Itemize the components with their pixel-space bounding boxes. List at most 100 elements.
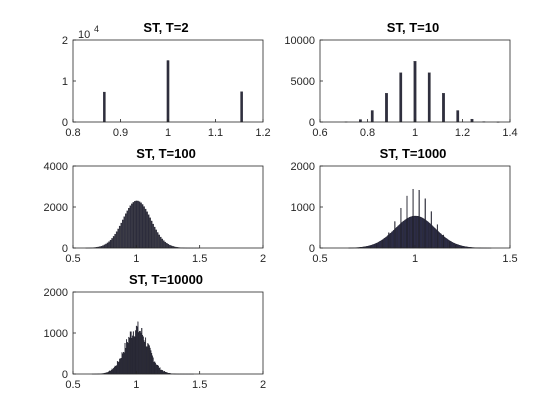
histogram-bar <box>138 331 140 375</box>
histogram-bar <box>423 218 425 249</box>
histogram-bar <box>113 368 115 375</box>
subplot-title: ST, T=2 <box>143 20 188 35</box>
histogram-bar <box>453 242 455 249</box>
histogram-bar <box>125 347 127 375</box>
histogram-bar <box>442 234 444 249</box>
histogram-bar <box>145 337 147 375</box>
histogram-bar <box>153 361 155 375</box>
histogram-bar <box>134 336 136 375</box>
bar <box>240 91 243 123</box>
axes-box <box>72 291 264 375</box>
histogram-bar <box>132 335 134 375</box>
histogram-bar <box>408 217 410 249</box>
histogram-bar <box>134 201 136 249</box>
histogram-bar <box>377 242 379 249</box>
histogram-bar <box>422 217 424 249</box>
histogram-bar <box>413 215 415 249</box>
x-tick-label: 1.2 <box>255 127 270 139</box>
histogram-bar <box>157 365 159 375</box>
x-tick-label: 1 <box>165 127 171 139</box>
histogram-bar <box>113 367 115 375</box>
histogram-bar <box>127 343 129 375</box>
histogram-bar <box>424 198 426 249</box>
histogram-bar <box>133 336 135 375</box>
bar <box>470 118 474 123</box>
histogram-bar <box>117 228 119 249</box>
histogram-bar <box>436 224 438 249</box>
histogram-bar <box>381 240 383 249</box>
x-tick-label: 1 <box>412 253 418 265</box>
histogram-bar <box>372 244 374 249</box>
histogram-bar <box>123 352 125 375</box>
y-tick-label: 0 <box>62 117 68 129</box>
histogram-bar <box>144 208 147 249</box>
bar-series <box>91 321 194 375</box>
histogram-bar <box>151 355 153 375</box>
x-tick-label: 1.4 <box>502 127 517 139</box>
histogram-bar <box>120 358 122 375</box>
x-tick-label: 1 <box>412 127 418 139</box>
x-tick-label: 2 <box>260 379 266 391</box>
histogram-bar <box>412 188 414 249</box>
histogram-bar <box>435 229 437 249</box>
histogram-bar <box>380 240 382 249</box>
histogram-bar <box>156 364 158 375</box>
histogram-bar <box>450 241 452 249</box>
x-tick-label: 0.6 <box>312 127 327 139</box>
y-exponent-power: 4 <box>94 24 99 34</box>
histogram-bar <box>109 370 111 375</box>
histogram-bar <box>445 238 447 249</box>
histogram-bar <box>135 330 137 375</box>
subplot-st-t2: ST, T=2 10 4 0.8 0.9 1 1.1 1.2 0 1 2 <box>62 20 271 139</box>
histogram-bar <box>152 223 154 249</box>
histogram-bar <box>138 332 140 375</box>
histogram-bar <box>418 190 420 249</box>
histogram-bar <box>148 345 150 375</box>
histogram-bar <box>114 365 116 375</box>
histogram-bar <box>434 228 436 249</box>
histogram-bar <box>378 241 380 249</box>
x-tick-label: 2 <box>260 253 266 265</box>
histogram-bar <box>392 230 394 249</box>
histogram-bar <box>132 202 135 249</box>
x-tick-label: 1.2 <box>455 127 470 139</box>
histogram-bar <box>112 369 114 375</box>
bar <box>413 61 417 123</box>
histogram-bar <box>453 243 455 249</box>
histogram-bar <box>130 331 132 375</box>
histogram-bar <box>428 222 430 249</box>
histogram-bar <box>398 224 400 249</box>
y-tick-label: 1 <box>62 76 68 88</box>
histogram-bar <box>428 222 430 249</box>
x-tick-label: 0.9 <box>113 127 128 139</box>
histogram-bar <box>390 232 392 249</box>
histogram-bar <box>425 220 427 249</box>
histogram-bar <box>409 217 411 249</box>
histogram-bar <box>138 201 141 249</box>
histogram-bar <box>161 238 164 249</box>
histogram-bar <box>111 238 113 249</box>
histogram-bar <box>394 221 396 249</box>
histogram-bar <box>115 231 118 249</box>
histogram-bar <box>109 239 112 249</box>
histogram-bar <box>169 244 171 249</box>
histogram-bar <box>129 338 131 375</box>
histogram-bar <box>384 237 386 249</box>
subplot-title: ST, T=10 <box>387 20 439 35</box>
x-tick-label: 1.5 <box>192 253 207 265</box>
histogram-bar <box>119 358 121 375</box>
histogram-bar <box>399 224 401 249</box>
y-tick-label: 0 <box>62 243 68 255</box>
histogram-bar <box>135 200 138 249</box>
y-tick-label: 2000 <box>291 161 315 173</box>
y-tick-label: 0 <box>309 243 315 255</box>
histogram-bar <box>119 358 121 375</box>
histogram-bar <box>447 239 449 249</box>
x-tick-label: 0.5 <box>65 253 80 265</box>
histogram-bar <box>120 222 122 249</box>
x-tick-label: 0.5 <box>65 379 80 391</box>
histogram-bar <box>116 365 118 375</box>
histogram-bar <box>151 353 153 375</box>
histogram-bar <box>431 225 433 249</box>
